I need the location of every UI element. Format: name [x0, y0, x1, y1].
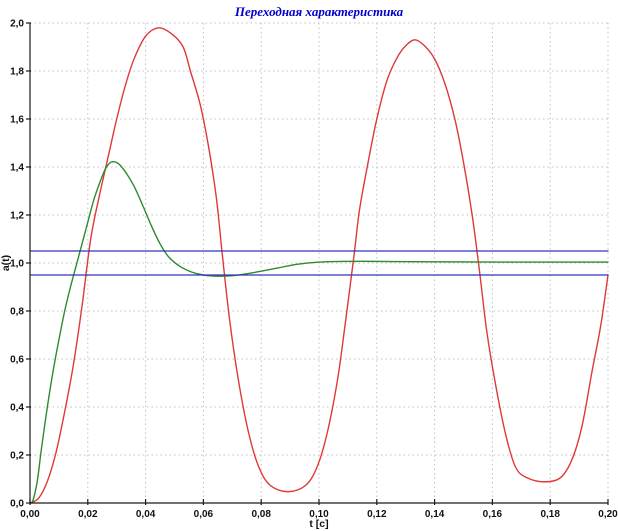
y-tick-label: 1,2 [10, 211, 24, 222]
gridlines [30, 22, 609, 503]
x-tick-label: 0,02 [78, 509, 98, 520]
x-tick-label: 0,10 [309, 509, 329, 520]
x-tick-label: 0,00 [20, 509, 40, 520]
x-tick-label: 0,20 [598, 509, 618, 520]
tick-marks [26, 22, 609, 505]
y-tick-label: 0,8 [10, 307, 24, 318]
x-tick-label: 0,12 [367, 509, 387, 520]
series-damped-response-green [29, 161, 609, 504]
y-tick-label: 1,4 [10, 163, 24, 174]
curves [29, 27, 609, 504]
y-tick-label: 2,0 [10, 19, 24, 30]
x-tick-label: 0,06 [194, 509, 214, 520]
y-tick-label: 0,6 [10, 355, 24, 366]
x-tick-label: 0,04 [136, 509, 156, 520]
y-axis-label: a(t) [0, 255, 12, 271]
y-tick-label: 1,8 [10, 67, 24, 78]
chart-title: Переходная характеристика [234, 4, 404, 19]
y-tick-label: 0,0 [10, 499, 24, 510]
x-tick-label: 0,14 [425, 509, 445, 520]
y-tick-label: 1,6 [10, 115, 24, 126]
tick-labels: 0,00 0,02 0,04 0,06 0,08 0,10 0,12 0,14 0,16 0,18… [10, 19, 618, 521]
x-tick-label: 0,16 [483, 509, 503, 520]
x-tick-label: 0,08 [251, 509, 271, 520]
y-tick-label: 0,2 [10, 451, 24, 462]
x-tick-label: 0,18 [540, 509, 560, 520]
y-tick-label: 1,0 [10, 259, 24, 270]
y-tick-label: 0,4 [10, 403, 24, 414]
series-oscillatory-response-red [29, 27, 609, 504]
x-axis-label: t [c] [309, 518, 328, 530]
